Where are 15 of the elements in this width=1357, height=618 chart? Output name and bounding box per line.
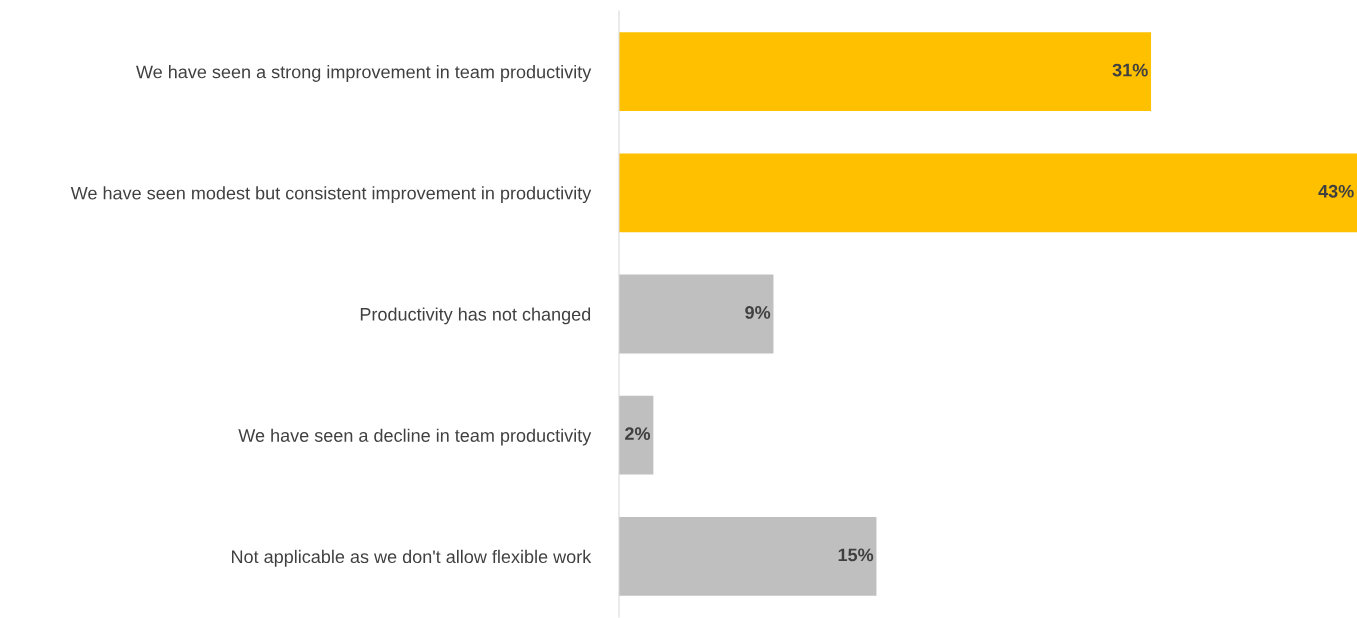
bar <box>619 32 1152 111</box>
bar <box>619 517 877 596</box>
bar <box>619 153 1357 233</box>
data-label: 2% <box>625 427 651 441</box>
y-tick-label: Not applicable as we don't allow flexible work <box>231 549 592 567</box>
y-tick-label: We have seen modest but consistent improvement in productivity <box>70 186 592 204</box>
bar <box>619 395 654 475</box>
data-label: 43% <box>1318 184 1354 198</box>
bar <box>619 274 774 354</box>
data-label: 15% <box>838 548 874 562</box>
y-tick-label: We have seen a strong improvement in team productivity <box>136 65 592 82</box>
y-tick-label: Productivity has not changed <box>360 307 591 325</box>
data-label: 9% <box>745 306 771 319</box>
data-label: 31% <box>1112 63 1148 77</box>
y-tick-label: We have seen a decline in team productivity <box>238 428 592 446</box>
